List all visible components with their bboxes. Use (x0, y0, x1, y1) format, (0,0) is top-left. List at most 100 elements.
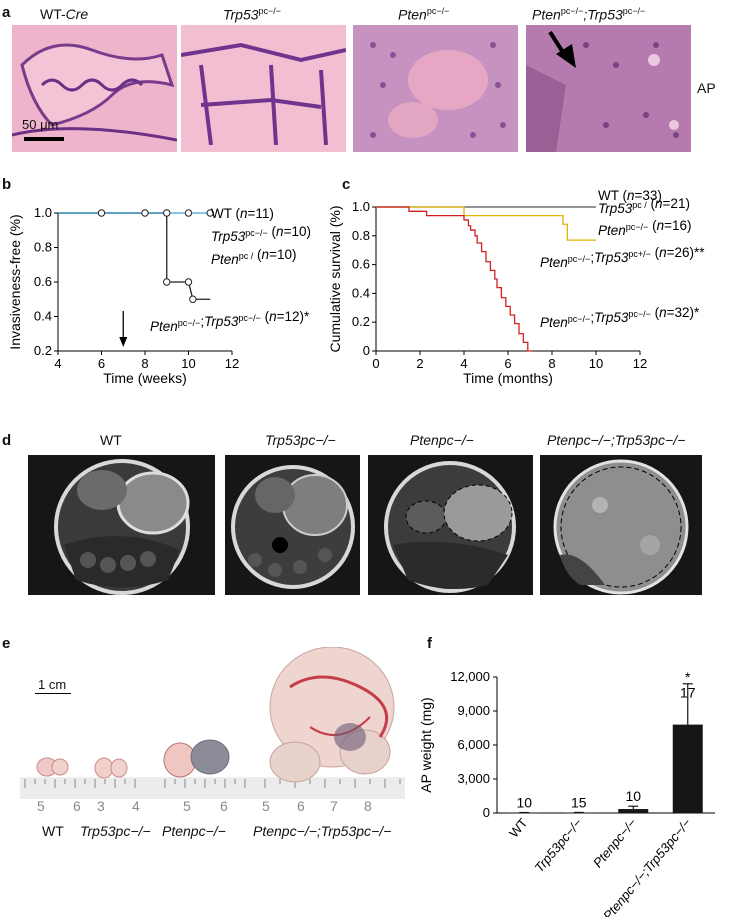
y-tick-label: 1.0 (34, 205, 52, 220)
panel-a-title-pten: Ptenpc−/− (398, 6, 450, 23)
x-tick-label: 0 (372, 356, 379, 371)
censor-marker (163, 278, 171, 286)
y-tick-label: 0.6 (352, 257, 370, 272)
legend-entry: Ptenpc−/−;Trp53pc−/− (n=32)* (540, 305, 700, 330)
y-tick-label: 12,000 (450, 669, 490, 684)
n-label: 10 (625, 788, 641, 804)
histology-image-trp53 (180, 25, 347, 152)
y-axis-label: Cumulative survival (%) (327, 205, 343, 352)
legend-fragment: Trp53 (594, 310, 629, 325)
legend-fragment: n (276, 224, 284, 239)
n-label: 17 (680, 685, 696, 701)
legend-fragment: ( (651, 245, 660, 260)
legend-fragment: n (657, 218, 665, 233)
legend-fragment: pc−/− (628, 309, 651, 319)
ruler-number: 6 (220, 798, 228, 814)
category-label: Ptenpc−/− (590, 815, 640, 870)
x-tick-label: 8 (141, 356, 148, 371)
legend-fragment: Trp53 (211, 229, 246, 244)
x-tick-label: 2 (416, 356, 423, 371)
x-tick-label: 8 (548, 356, 555, 371)
censor-marker (97, 209, 106, 217)
legend-fragment: n (659, 305, 667, 320)
y-axis-label: Invasiveness-free (%) (7, 214, 23, 349)
legend-fragment: n (262, 247, 270, 262)
panel-d-title-pten: Ptenpc−/− (410, 432, 474, 448)
mri-double-drawing (553, 459, 689, 595)
ruler-number: 5 (37, 798, 45, 814)
legend-fragment: =32)* (667, 305, 700, 320)
legend-fragment: Pten (598, 223, 626, 238)
legend-entry: Ptenpc−/− (n=16) (598, 218, 691, 238)
panel-d-title-double: Ptenpc−/−;Trp53pc−/− (547, 432, 686, 448)
chart-b: 0.2 0.4 0.6 0.8 1.0 4 6 8 10 12 Time (weeks) Invasi… (7, 205, 311, 386)
legend-fragment: =12)* (277, 309, 310, 324)
x-tick-label: 4 (54, 356, 61, 371)
y-tick-label: 0 (483, 805, 490, 820)
n-label: 15 (571, 794, 587, 810)
histology-trp53-drawing (180, 25, 347, 152)
series-line (166, 213, 211, 300)
legend-fragment: ( (651, 305, 660, 320)
censor-marker (189, 295, 197, 303)
legend-fragment: ; (200, 314, 204, 329)
panel-d-title-trp53: Trp53pc−/− (265, 432, 336, 448)
category-label: Ptenpc−/−;Trp53pc−/− (600, 815, 694, 917)
censor-marker (163, 209, 171, 217)
panel-a-title-double: Ptenpc−/−;Trp53pc−/− (532, 6, 646, 23)
legend-fragment: =21) (663, 196, 690, 211)
category-label: WT (506, 815, 531, 840)
panel-a-title-trp53: Trp53pc−/− (223, 6, 282, 23)
y-tick-label: 6,000 (457, 737, 490, 752)
panel-e-label-wt: WT (42, 823, 64, 839)
legend-fragment: =16) (664, 218, 691, 233)
legend-fragment: n (659, 245, 667, 260)
ruler-number: 4 (132, 798, 140, 814)
legend-fragment: n (627, 188, 635, 203)
legend-fragment: =33) (635, 188, 662, 203)
series-line (376, 206, 596, 241)
legend-fragment: ; (590, 310, 594, 325)
x-tick-label: 10 (589, 356, 603, 371)
legend-fragment: Trp53 (594, 250, 629, 265)
x-tick-label: 6 (98, 356, 105, 371)
legend-entry: Ptenpc−/−;Trp53pc+/− (n=26)** (540, 245, 705, 270)
y-tick-label: 0.6 (34, 274, 52, 289)
bar (618, 809, 649, 813)
legend-fragment: n (240, 206, 248, 221)
histology-double-drawing (526, 25, 691, 152)
legend-fragment: n (655, 196, 663, 211)
ruler-number: 6 (73, 798, 81, 814)
y-tick-label: 9,000 (457, 703, 490, 718)
histology-image-wt (11, 25, 178, 152)
mri-image-double (540, 455, 702, 595)
legend-fragment: =10) (284, 224, 311, 239)
legend-fragment: ; (590, 250, 594, 265)
censor-marker (184, 209, 193, 217)
histology-pten-drawing (353, 25, 518, 152)
legend-fragment: ( (648, 218, 657, 233)
arrow-icon (548, 30, 576, 68)
ruler-number: 6 (297, 798, 305, 814)
x-tick-label: 6 (504, 356, 511, 371)
legend-entry: WT (n=11) (211, 206, 274, 221)
y-tick-label: 0.8 (34, 240, 52, 255)
y-tick-label: 1.0 (352, 199, 370, 214)
x-tick-label: 12 (633, 356, 647, 371)
x-tick-label: 10 (181, 356, 195, 371)
scale-bar-1cm-label: 1 cm (38, 677, 67, 692)
x-tick-label: 12 (225, 356, 239, 371)
legend-fragment: Pten (150, 319, 178, 334)
x-tick-label: 4 (460, 356, 467, 371)
ruler-number: 3 (97, 798, 105, 814)
mri-image-pten (368, 455, 533, 595)
chart-c: 0 0.2 0.4 0.6 0.8 1.0 0 2 4 6 8 10 12 Time (months) Cu… (327, 188, 705, 386)
legend-fragment: WT ( (211, 206, 240, 221)
legend-fragment: pc−/− (568, 314, 591, 324)
ruler-number: 8 (364, 798, 372, 814)
legend-fragment: Trp53 (598, 201, 633, 216)
legend-fragment: pc−/− (238, 313, 261, 323)
bar (672, 724, 703, 813)
mri-image-trp53 (225, 455, 360, 595)
legend-fragment: =10) (269, 247, 296, 262)
